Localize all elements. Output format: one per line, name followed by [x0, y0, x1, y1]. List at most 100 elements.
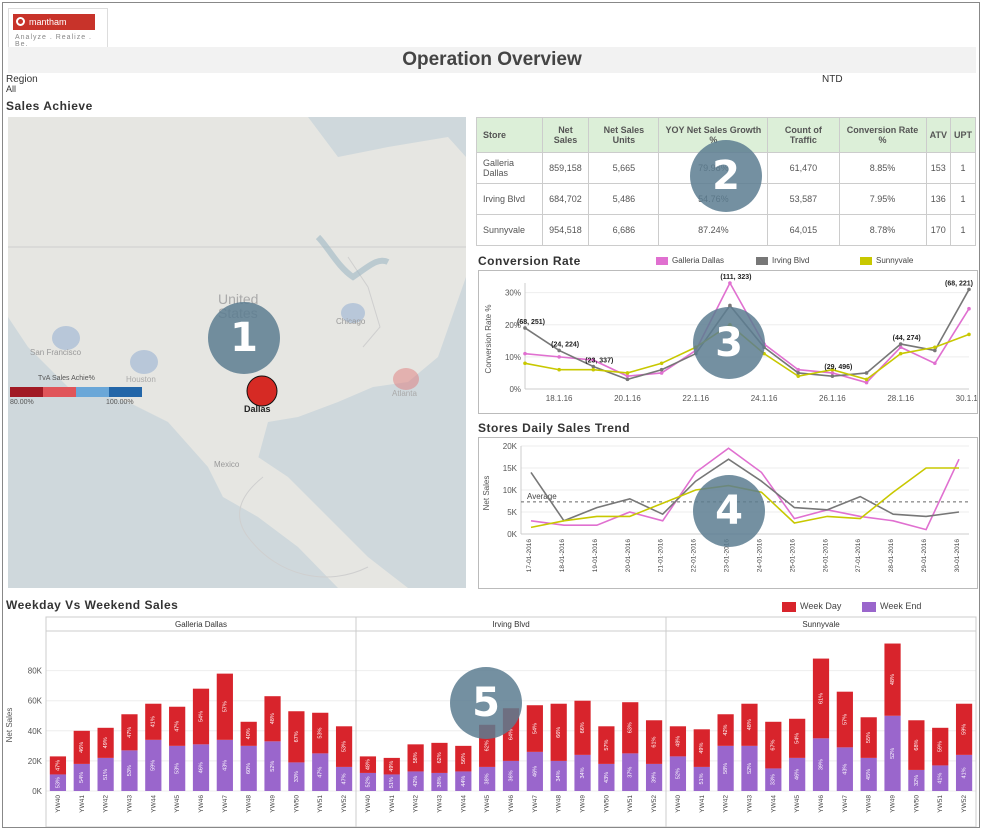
weekend-pct-label: 43%	[604, 772, 610, 783]
page-title: Operation Overview	[8, 47, 976, 73]
y-tick-label: 60K	[28, 697, 43, 706]
x-tick-label: YW48	[866, 795, 873, 813]
data-label: (68, 251)	[517, 319, 545, 326]
weekend-pct-label: 36%	[508, 770, 514, 781]
table-header-cell[interactable]: UPT	[949, 117, 977, 153]
weekend-bar	[73, 763, 90, 791]
weekend-bar	[645, 763, 663, 791]
legend-galleria-dallas[interactable]: Galleria Dallas	[656, 256, 724, 265]
weekday-pct-label: 48%	[270, 713, 276, 724]
x-tick-label: YW42	[413, 795, 420, 813]
weekend-bar	[49, 774, 67, 791]
y-tick-label: 20K	[503, 442, 518, 451]
weekend-pct-label: 33%	[771, 774, 777, 785]
weekday-pct-label: 57%	[842, 714, 848, 725]
weekday-pct-label: 67%	[294, 731, 300, 742]
weekday-bar	[717, 714, 734, 746]
x-tick-label: 19-01-2016	[592, 539, 599, 573]
x-tick-label: YW41	[699, 795, 706, 813]
data-point	[864, 377, 869, 382]
x-tick-label: 29-01-2016	[921, 539, 928, 573]
weekend-bar	[812, 738, 830, 791]
sales-map[interactable]: United States Chicago San Francisco Hous…	[8, 117, 466, 588]
weekday-bar	[431, 742, 448, 773]
weekend-pct-label: 52%	[890, 748, 896, 759]
weekend-pct-label: 59%	[151, 760, 157, 771]
logo-mark: mantham	[13, 14, 95, 30]
weekday-bar	[312, 712, 329, 754]
x-tick-label: 18.1.16	[546, 394, 573, 403]
y-tick-label: 10K	[503, 486, 518, 495]
data-point	[523, 326, 527, 330]
weekday-pct-label: 61%	[818, 693, 824, 704]
table-header-cell[interactable]: Count of Traffic	[767, 117, 840, 153]
weekday-pct-label: 49%	[103, 737, 109, 748]
data-point	[523, 351, 527, 356]
x-tick-label: 22.1.16	[682, 394, 709, 403]
panel-title: Irving Blvd	[492, 620, 529, 629]
table-header-cell[interactable]: Net Sales Units	[588, 117, 660, 153]
y-tick-label: 40K	[28, 727, 43, 736]
weekend-pct-label: 45%	[866, 769, 872, 780]
x-tick-label: 20.1.16	[614, 394, 641, 403]
table-header-cell[interactable]: Conversion Rate %	[838, 117, 927, 153]
weekday-bar	[526, 705, 543, 752]
weekend-pct-label: 41%	[962, 767, 968, 778]
x-tick-label: YW40	[55, 795, 62, 813]
table-cell: 684,702	[541, 183, 590, 215]
x-tick-label: YW47	[532, 795, 539, 813]
series-line-irving-blvd	[530, 458, 960, 522]
table-row[interactable]: Sunnyvale 954,518 6,686 87.24% 64,015 8.78% 17…	[476, 214, 977, 246]
x-tick-label: YW48	[246, 795, 253, 813]
table-header-cell[interactable]: Net Sales	[541, 117, 590, 153]
y-tick-label: 10%	[505, 353, 521, 362]
conversion-y-axis-label: Conversion Rate %	[484, 305, 493, 374]
table-cell: 859,158	[541, 152, 590, 184]
weekday-bar	[669, 726, 687, 757]
table-header-cell[interactable]: Store	[476, 117, 543, 153]
weekend-pct-label: 51%	[389, 777, 395, 788]
x-tick-label: 20-01-2016	[625, 539, 632, 573]
x-tick-label: YW50	[603, 795, 610, 813]
weekday-bar	[645, 720, 663, 764]
x-tick-label: YW45	[794, 795, 801, 813]
data-point	[898, 345, 903, 350]
weekend-pct-label: 54%	[79, 772, 85, 783]
x-tick-label: YW42	[723, 795, 730, 813]
weekday-pct-label: 66%	[580, 722, 586, 733]
data-point	[557, 348, 561, 353]
x-tick-label: YW41	[389, 795, 396, 813]
legend-irving-blvd[interactable]: Irving Blvd	[756, 256, 809, 265]
average-label: Average	[527, 492, 557, 501]
weekend-bar	[145, 739, 162, 791]
legend-sunnyvale[interactable]: Sunnyvale	[860, 256, 913, 265]
region-filter-value[interactable]: All	[6, 84, 17, 94]
weekday-bar	[550, 703, 567, 761]
weekday-pct-label: 61%	[652, 736, 658, 747]
weekday-bar	[383, 757, 400, 775]
weekday-weekend-chart: Net Sales 0K 20K 40K 60K 80K Galleria Dallas 47…	[4, 615, 978, 828]
legend-week-day[interactable]: Week Day	[782, 601, 841, 612]
weekend-pct-label: 46%	[198, 762, 204, 773]
table-cell: 1	[949, 183, 977, 215]
x-tick-label: 21-01-2016	[658, 539, 665, 573]
weekday-pct-label: 41%	[151, 716, 157, 727]
x-tick-label: YW47	[842, 795, 849, 813]
table-cell: 64,015	[767, 214, 840, 246]
data-point	[659, 371, 664, 375]
weekend-bar	[455, 771, 472, 791]
weekend-bar	[884, 715, 901, 791]
legend-week-end[interactable]: Week End	[862, 601, 921, 612]
table-header-cell[interactable]: ATV	[925, 117, 951, 153]
weekend-bar	[836, 747, 853, 791]
weekend-bar	[383, 774, 400, 791]
table-cell: 954,518	[541, 214, 590, 246]
callout-badge-3: 3	[693, 307, 765, 379]
weekend-pct-label: 39%	[818, 759, 824, 770]
table-cell: 61,470	[767, 152, 840, 184]
dallas-marker[interactable]	[246, 375, 278, 407]
weekday-bar	[574, 700, 591, 755]
weekend-pct-label: 51%	[103, 769, 109, 780]
weekend-bar	[479, 766, 496, 791]
weekday-bar	[598, 726, 615, 764]
